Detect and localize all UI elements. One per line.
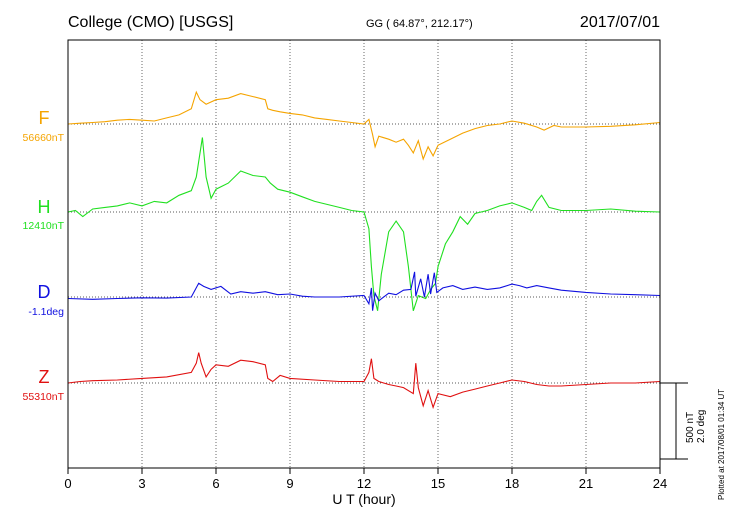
x-tick-label: 18 <box>505 476 519 491</box>
series-labels: F 56660nT H 12410nT D -1.1deg Z 55310nT <box>23 108 65 403</box>
chart-title: College (CMO) [USGS] <box>68 14 233 31</box>
plot-grid <box>141 40 587 468</box>
series-baseline-value-h: 12410nT <box>23 220 65 232</box>
series-line-z <box>67 352 661 410</box>
series-baseline-value-f: 56660nT <box>23 132 65 144</box>
scale-bar-deg-label: 2.0 deg <box>696 410 707 443</box>
scale-bar-nt-label: 500 nT <box>685 412 696 443</box>
chart-subtitle: GG ( 64.87°, 212.17°) <box>366 18 473 30</box>
x-tick-label: 12 <box>357 476 371 491</box>
plotted-footer: Plotted at 2017/08/01 01:34 UT <box>717 389 726 500</box>
series-baseline-value-d: -1.1deg <box>28 306 64 318</box>
x-tick-label: 0 <box>64 476 71 491</box>
series-name-d: D <box>38 282 51 302</box>
x-tick-label: 3 <box>138 476 145 491</box>
x-tick-label: 6 <box>212 476 219 491</box>
series-line-h <box>67 137 661 311</box>
plot-series <box>67 90 661 410</box>
chart-date: 2017/07/01 <box>580 14 660 31</box>
x-tick-label: 15 <box>431 476 445 491</box>
series-name-f: F <box>39 108 50 128</box>
series-baseline-value-z: 55310nT <box>23 391 65 403</box>
series-line-d <box>67 271 661 311</box>
x-tick-label: 21 <box>579 476 593 491</box>
x-axis-label: U T (hour) <box>332 491 395 507</box>
x-axis-ticks: 0 3 6 9 12 15 18 21 24 <box>64 468 667 491</box>
series-name-h: H <box>38 197 51 217</box>
series-name-z: Z <box>39 367 50 387</box>
scale-bar: 500 nT 2.0 deg <box>660 382 707 460</box>
series-line-f <box>67 90 661 161</box>
x-tick-label: 9 <box>286 476 293 491</box>
x-tick-label: 24 <box>653 476 667 491</box>
